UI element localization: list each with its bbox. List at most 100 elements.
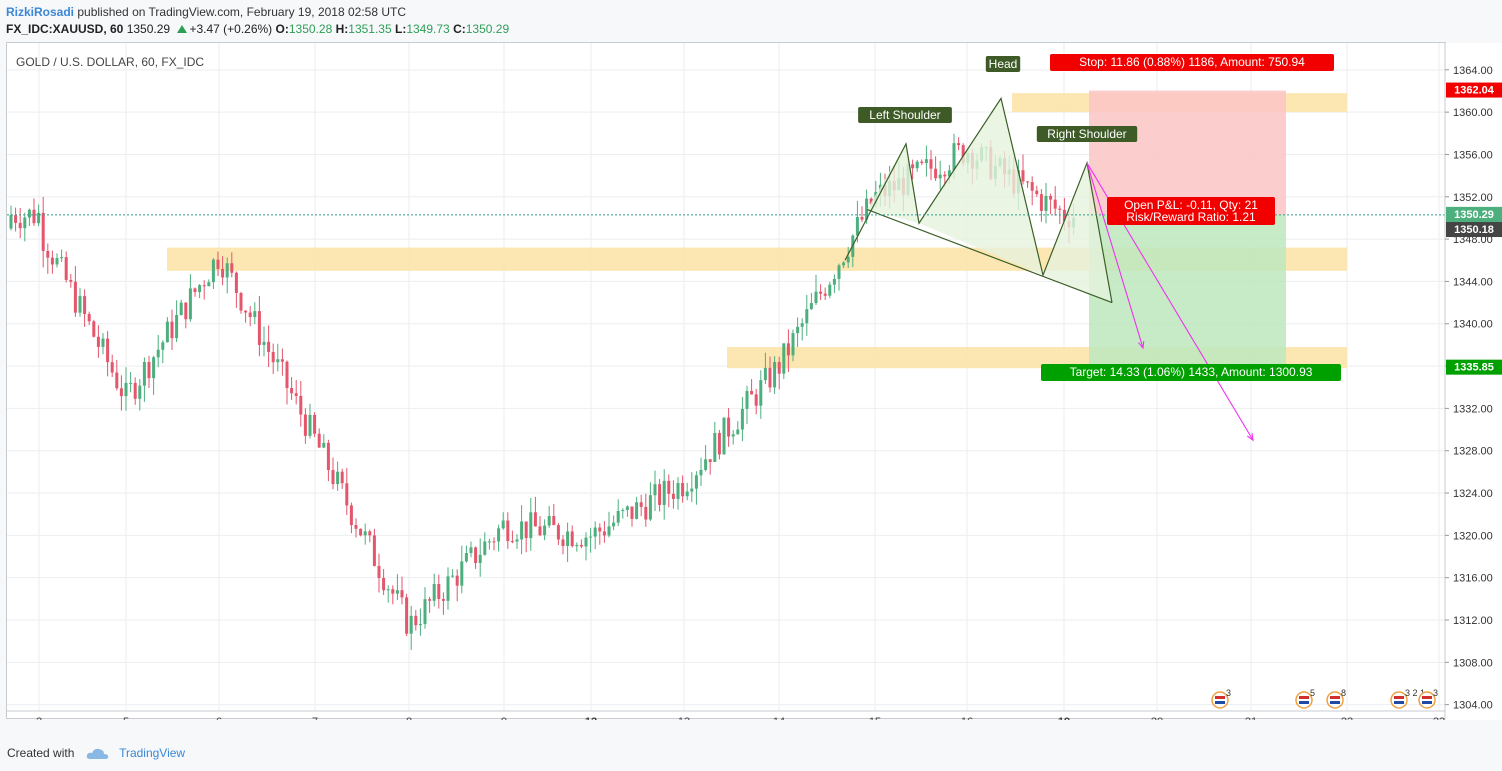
tradingview-link[interactable]: TradingView (119, 746, 186, 760)
candle-body (1044, 195, 1048, 211)
candles (9, 133, 1076, 651)
candle-body (60, 257, 64, 259)
candle-body (800, 323, 804, 327)
author-link[interactable]: RizkiRosadi (6, 5, 75, 19)
price-axis-background (1445, 43, 1502, 720)
flag-stripe (1422, 701, 1432, 704)
candle-body (842, 262, 846, 266)
candle-body (694, 475, 698, 489)
chart-area[interactable]: Head Left Shoulder Right Shoulder Stop: 11.… (6, 42, 1502, 720)
candle-body (326, 442, 330, 471)
flag-stripe (1299, 701, 1309, 704)
candle-body (280, 359, 284, 362)
candle-body (616, 510, 620, 523)
candle-body (441, 598, 445, 601)
candle-body (759, 380, 763, 406)
candle-body (262, 341, 266, 345)
candle-body (589, 536, 593, 538)
y-tick-label: 1348.00 (1453, 234, 1493, 246)
x-tick-label: 9 (501, 716, 507, 720)
pnl-label-text-0: Open P&L: -0.11, Qty: 21 (1124, 198, 1258, 212)
candle-body (607, 526, 611, 536)
candle-body (78, 296, 82, 313)
x-tick-label: 15 (869, 716, 881, 720)
candle-body (267, 341, 271, 352)
candle-body (630, 506, 634, 519)
candle-body (299, 395, 303, 415)
candle-body (96, 336, 100, 347)
x-tick-label: 12 (585, 716, 597, 720)
right-shoulder-label-bg (1036, 126, 1138, 142)
candle-body (92, 321, 96, 337)
pnl-label-text-1: Risk/Reward Ratio: 1.21 (1126, 210, 1256, 224)
candle-body (584, 537, 588, 547)
candle-body (313, 414, 317, 434)
candle-body (55, 258, 59, 265)
candle-body (708, 459, 712, 462)
candle-body (202, 285, 206, 287)
candle-body (648, 495, 652, 520)
projection-arrow-short-head (1138, 341, 1145, 350)
candle-body (253, 311, 257, 318)
stop-label-bg (1050, 54, 1334, 71)
candle-body (216, 259, 220, 269)
candle-body (487, 541, 491, 543)
ohlc-line: FX_IDC:XAUUSD, 60 1350.29 +3.47 (+0.26%)… (6, 22, 509, 36)
candle-body (750, 391, 754, 395)
candle-body (727, 417, 731, 437)
x-tick-label: 23 (1433, 716, 1445, 720)
candle-body (248, 312, 252, 318)
candle-body (667, 480, 671, 494)
event-badge-count: 8 (1341, 688, 1346, 698)
event-badge-count: 3 2 1 (1405, 688, 1425, 698)
open-label: O: (275, 22, 289, 36)
candle-body (1053, 199, 1057, 209)
candle-body (124, 382, 128, 397)
candle-body (290, 388, 294, 394)
candle-body (363, 531, 367, 536)
projection-arrow-long-head (1247, 433, 1254, 442)
flag-stripe (1394, 701, 1404, 704)
x-tick-label: 6 (216, 716, 222, 720)
candle-body (345, 483, 349, 506)
candle-body (234, 272, 238, 293)
candle-body (492, 541, 496, 543)
candle-body (506, 520, 510, 542)
candle-body (510, 541, 514, 543)
chart-header: RizkiRosadi published on TradingView.com… (0, 0, 1502, 42)
flag-stripe (1330, 696, 1340, 699)
price-label: 1350.18 (1454, 224, 1494, 236)
candle-body (294, 393, 298, 396)
candle-body (621, 510, 625, 512)
candle-body (308, 414, 312, 436)
candle-body (598, 527, 602, 532)
candle-body (455, 575, 459, 586)
candle-body (446, 576, 450, 601)
candle-body (625, 506, 629, 511)
candle-body (947, 170, 951, 177)
candle-body (814, 291, 818, 304)
candle-body (170, 321, 174, 339)
candle-body (819, 291, 823, 294)
price-chart-svg[interactable]: Head Left Shoulder Right Shoulder Stop: 11.… (7, 43, 1502, 720)
candle-body (37, 212, 41, 224)
candle-body (483, 541, 487, 555)
candle-body (911, 164, 915, 169)
candle-body (349, 505, 353, 526)
candle-body (1058, 208, 1062, 210)
y-tick-label: 1340.00 (1453, 319, 1493, 331)
price-label-bg (1446, 222, 1502, 238)
candle-body (828, 284, 832, 296)
candle-body (198, 285, 202, 293)
candle-body (1049, 195, 1053, 200)
candle-body (184, 302, 188, 320)
candle-body (1062, 209, 1066, 222)
head-fill (919, 98, 1043, 276)
candle-body (469, 547, 473, 554)
candle-body (952, 143, 956, 171)
candle-body (230, 263, 234, 273)
candle-body (225, 263, 229, 278)
right-shoulder-label: Right Shoulder (1047, 127, 1126, 141)
candle-body (405, 597, 409, 634)
candle-body (570, 531, 574, 547)
